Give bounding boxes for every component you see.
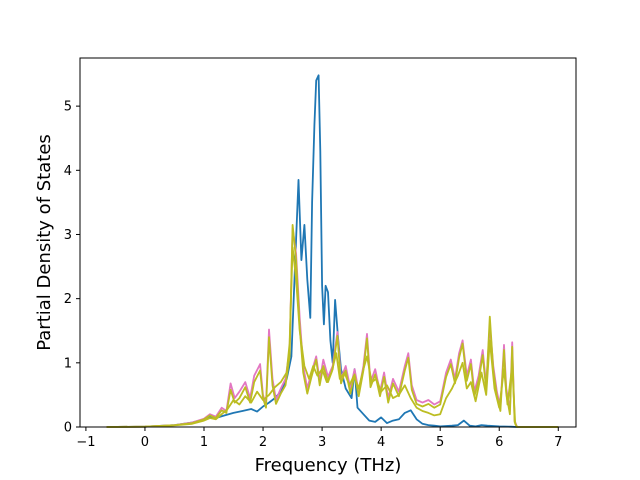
y-axis-ticks: 0 1 2 3 4 5 — [64, 100, 80, 436]
y-tick-label: 4 — [64, 164, 72, 179]
y-tick-label: 5 — [64, 100, 72, 115]
x-tick-label: 1 — [200, 435, 208, 450]
x-tick-label: 2 — [259, 435, 267, 450]
y-tick-label: 2 — [64, 292, 72, 307]
x-tick-label: 0 — [141, 435, 149, 450]
x-tick-label: 5 — [436, 435, 444, 450]
y-axis-label: Partial Density of States — [34, 134, 55, 351]
x-tick-label: 7 — [554, 435, 562, 450]
y-tick-label: 3 — [64, 228, 72, 243]
series-line-1 — [106, 74, 559, 428]
y-tick-label: 0 — [64, 421, 72, 436]
series-line-4 — [106, 246, 559, 428]
x-tick-label: 3 — [318, 435, 326, 450]
x-axis-label: Frequency (THz) — [255, 455, 402, 476]
series-layer — [106, 74, 559, 428]
plot-frame — [79, 57, 577, 428]
x-axis-ticks: −1 0 1 2 3 4 5 6 7 — [76, 427, 562, 450]
y-tick-label: 1 — [64, 356, 72, 371]
x-tick-label: −1 — [76, 435, 95, 450]
x-tick-label: 4 — [377, 435, 385, 450]
x-tick-label: 6 — [495, 435, 503, 450]
